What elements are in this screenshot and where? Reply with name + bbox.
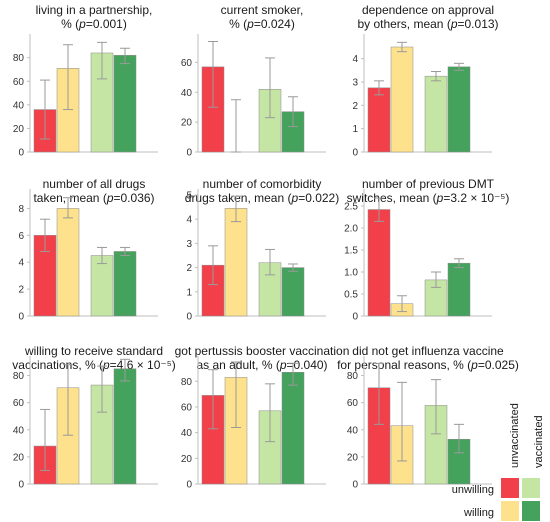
y-tick-label: 0 xyxy=(352,480,358,491)
y-tick-label: 0.5 xyxy=(344,290,358,301)
y-tick-label: 2.5 xyxy=(344,202,358,213)
chart-title-line: drugs taken, mean (p=0.022) xyxy=(185,191,339,205)
y-tick-label: 0 xyxy=(186,312,192,323)
chart-title-line: by others, mean (p=0.013) xyxy=(357,17,498,31)
y-tick-label: 80 xyxy=(347,371,359,382)
legend-col-unvaccinated: unvaccinated xyxy=(509,403,521,468)
y-tick-label: 60 xyxy=(13,398,25,409)
y-tick-label: 60 xyxy=(181,58,193,69)
y-tick-label: 60 xyxy=(13,77,25,88)
y-tick-label: 4 xyxy=(186,215,192,226)
bar-willing-vaccinated xyxy=(447,262,471,317)
legend-swatch-willing-vaccinated xyxy=(522,501,540,521)
bar-unwilling-vaccinated xyxy=(424,75,448,153)
y-tick-label: 60 xyxy=(347,398,359,409)
y-tick-label: 0 xyxy=(18,312,24,323)
y-tick-label: 1 xyxy=(352,124,358,135)
y-tick-label: 60 xyxy=(181,402,193,413)
chart-title-line: number of all drugs xyxy=(43,177,146,191)
y-tick-label: 0 xyxy=(186,480,192,491)
y-tick-label: 80 xyxy=(181,377,193,388)
bar-unwilling-vaccinated xyxy=(90,255,114,317)
y-tick-label: 0 xyxy=(352,148,358,159)
legend-row-unwilling: unwilling xyxy=(452,484,494,496)
bar-willing-vaccinated xyxy=(113,368,137,485)
legend-swatch-unwilling-unvaccinated xyxy=(501,478,519,498)
chart-2: current smoker,% (p=0.024) 0 20 40 60 xyxy=(181,3,326,159)
chart-title-line: % (p=0.001) xyxy=(61,17,127,31)
chart-grid: living in a partnership,% (p=0.001)02040… xyxy=(12,3,519,491)
chart-title-line: living in a partnership, xyxy=(36,3,153,17)
chart-title-line: dependence on approval xyxy=(362,3,494,17)
bar-willing-vaccinated xyxy=(281,267,305,317)
bar-unwilling-unvaccinated xyxy=(367,209,391,317)
chart-title-line: got pertussis booster vaccination xyxy=(175,344,350,358)
y-tick-label: 3 xyxy=(186,239,192,250)
y-tick-label: 20 xyxy=(347,452,359,463)
y-tick-label: 0 xyxy=(352,312,358,323)
y-tick-label: 4 xyxy=(18,258,24,269)
y-tick-label: 0 xyxy=(186,148,192,159)
bar-willing-vaccinated xyxy=(447,66,471,153)
y-tick-label: 6 xyxy=(18,231,24,242)
chart-title-line: for personal reasons, % (p=0.025) xyxy=(337,358,519,372)
y-tick-label: 40 xyxy=(13,425,25,436)
y-tick-label: 0 xyxy=(18,480,24,491)
y-tick-label: 1.5 xyxy=(344,246,358,257)
chart-title-line: willing to receive standard xyxy=(24,344,163,358)
y-tick-label: 80 xyxy=(13,371,25,382)
bar-willing-vaccinated xyxy=(281,372,305,485)
y-tick-label: 2 xyxy=(18,285,24,296)
y-tick-label: 20 xyxy=(13,124,25,135)
y-tick-label: 20 xyxy=(181,454,193,465)
y-tick-label: 40 xyxy=(347,425,359,436)
chart-title-line: % (p=0.024) xyxy=(229,17,295,31)
y-tick-label: 1.0 xyxy=(344,268,358,279)
bar-unwilling-unvaccinated xyxy=(367,87,391,153)
chart-title-line: switches, mean (p=3.2 × 10⁻⁵) xyxy=(347,191,510,205)
y-tick-label: 20 xyxy=(13,452,25,463)
y-tick-label: 40 xyxy=(181,88,193,99)
y-tick-label: 2 xyxy=(186,263,192,274)
y-tick-label: 40 xyxy=(13,100,25,111)
bar-willing-unvaccinated xyxy=(56,208,80,317)
y-tick-label: 1 xyxy=(186,287,192,298)
legend-swatch-willing-unvaccinated xyxy=(501,501,519,521)
chart-title-line: current smoker, xyxy=(221,3,304,17)
y-tick-label: 20 xyxy=(181,118,193,129)
chart-title-line: did not get influenza vaccine xyxy=(352,344,504,358)
y-tick-label: 3 xyxy=(352,78,358,89)
bar-willing-unvaccinated xyxy=(224,208,248,317)
chart-7: willing to receive standardvaccinations,… xyxy=(12,344,175,491)
y-tick-label: 0 xyxy=(18,148,24,159)
y-tick-label: 8 xyxy=(18,204,24,215)
legend: unvaccinated vaccinated unwilling willin… xyxy=(452,403,545,521)
legend-row-willing: willing xyxy=(463,507,494,519)
legend-col-vaccinated: vaccinated xyxy=(533,415,545,468)
chart-title-line: as an adult, % (p=0.040) xyxy=(196,358,327,372)
y-tick-label: 5 xyxy=(186,191,192,202)
bar-willing-unvaccinated xyxy=(390,46,414,153)
chart-1: living in a partnership,% (p=0.001) 0 20 40… xyxy=(13,3,158,159)
bar-willing-vaccinated xyxy=(113,251,137,317)
chart-title-line: number of comorbidity xyxy=(203,177,322,191)
y-tick-label: 2.0 xyxy=(344,224,358,235)
bar-willing-vaccinated xyxy=(113,55,137,153)
chart-title-line: number of previous DMT xyxy=(362,177,495,191)
y-tick-label: 2 xyxy=(352,101,358,112)
y-tick-label: 4 xyxy=(352,54,358,65)
chart-title-line: taken, mean (p=0.036) xyxy=(33,191,154,205)
chart-title-line: vaccinations, % (p=4.6 × 10⁻⁵) xyxy=(12,358,175,372)
y-tick-label: 80 xyxy=(13,53,25,64)
y-tick-label: 40 xyxy=(181,428,193,439)
legend-swatch-unwilling-vaccinated xyxy=(522,478,540,498)
